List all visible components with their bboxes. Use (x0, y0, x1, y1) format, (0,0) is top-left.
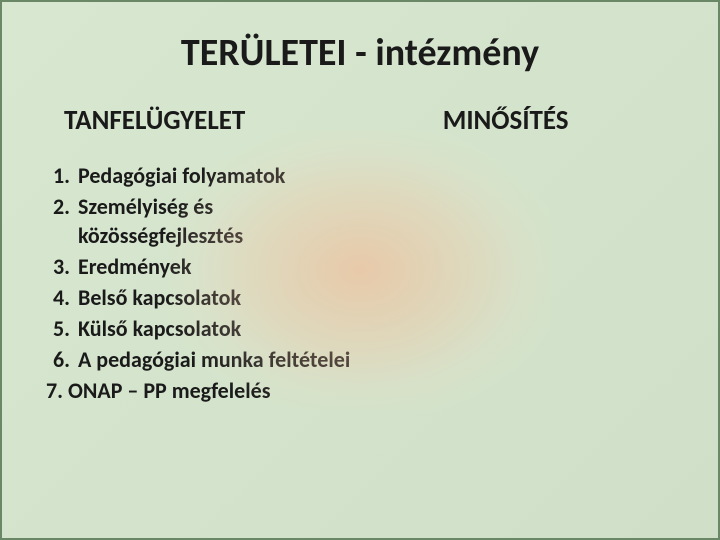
item-text: Pedagógiai folyamatok (78, 161, 373, 190)
item-number: 1. (42, 161, 78, 190)
item-text: A pedagógiai munka feltételei (78, 345, 373, 374)
list-item: 2. Személyiség és közösségfejlesztés (42, 192, 373, 250)
left-heading: TANFELÜGYELET (64, 104, 373, 137)
right-column: MINŐSÍTÉS (403, 104, 678, 405)
list-item-7: 7. ONAP – PP megfelelés (42, 376, 373, 405)
list-item: 6. A pedagógiai munka feltételei (42, 345, 373, 374)
item-text: Belső kapcsolatok (78, 283, 373, 312)
left-column: TANFELÜGYELET 1. Pedagógiai folyamatok 2… (42, 104, 373, 405)
item-text: Személyiség és közösségfejlesztés (78, 192, 373, 250)
item-number: 3. (42, 252, 78, 281)
list-item: 3. Eredmények (42, 252, 373, 281)
list-item: 4. Belső kapcsolatok (42, 283, 373, 312)
numbered-list: 1. Pedagógiai folyamatok 2. Személyiség … (42, 161, 373, 374)
item-number: 5. (42, 314, 78, 343)
item-number: 2. (42, 192, 78, 250)
right-heading: MINŐSÍTÉS (443, 104, 678, 137)
item-number: 6. (42, 345, 78, 374)
slide-title: TERÜLETEI - intézmény (42, 30, 678, 76)
slide-container: TERÜLETEI - intézmény TANFELÜGYELET 1. P… (0, 0, 720, 540)
item-text: Eredmények (78, 252, 373, 281)
columns: TANFELÜGYELET 1. Pedagógiai folyamatok 2… (42, 104, 678, 405)
item-number: 4. (42, 283, 78, 312)
list-item: 1. Pedagógiai folyamatok (42, 161, 373, 190)
item-text: Külső kapcsolatok (78, 314, 373, 343)
list-item: 5. Külső kapcsolatok (42, 314, 373, 343)
